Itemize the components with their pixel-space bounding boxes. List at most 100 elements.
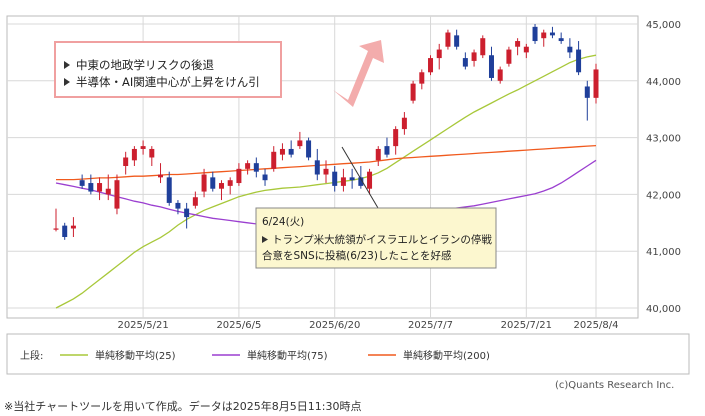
candle-body bbox=[593, 69, 599, 98]
candle-body bbox=[131, 148, 137, 161]
candle-body bbox=[97, 183, 103, 192]
candle-body bbox=[541, 32, 547, 39]
footnote: ※当社チャートツールを用いて作成。データは2025年8月5日11:30時点 bbox=[4, 400, 362, 413]
x-tick-label: 2025/8/4 bbox=[574, 320, 619, 331]
candle bbox=[114, 174, 120, 215]
candle bbox=[358, 166, 364, 189]
candle bbox=[53, 208, 59, 232]
candle bbox=[201, 168, 207, 198]
candle-body bbox=[445, 32, 451, 47]
candle-body bbox=[567, 46, 573, 53]
candle bbox=[271, 146, 277, 172]
candle-body bbox=[88, 183, 94, 192]
copyright: (c)Quants Research Inc. bbox=[555, 380, 675, 391]
candle-body bbox=[340, 177, 346, 186]
y-tick-label: 45,000 bbox=[646, 20, 681, 31]
candle bbox=[149, 146, 155, 166]
candle-body bbox=[393, 129, 399, 147]
candle bbox=[184, 202, 190, 229]
candlesticks bbox=[53, 24, 599, 240]
candle bbox=[79, 174, 85, 189]
candle-body bbox=[105, 188, 111, 195]
candle-body bbox=[175, 202, 181, 209]
y-axis-ticks: 45,000 44,000 43,000 42,000 41,000 40,000 bbox=[646, 20, 681, 315]
candle-body bbox=[532, 26, 538, 42]
candle-body bbox=[384, 146, 390, 155]
candle bbox=[558, 32, 564, 44]
candle bbox=[410, 80, 416, 104]
candle bbox=[375, 146, 381, 166]
candle bbox=[523, 43, 529, 59]
y-tick-label: 43,000 bbox=[646, 134, 681, 145]
candle bbox=[576, 41, 582, 76]
candle bbox=[367, 168, 373, 195]
bullet-icon bbox=[64, 78, 70, 86]
candle-body bbox=[79, 180, 85, 186]
candle bbox=[393, 126, 399, 155]
candle bbox=[428, 55, 434, 76]
annotation-line-2: 半導体・AI関連中心が上昇をけん引 bbox=[76, 75, 260, 89]
ma25-line bbox=[55, 54, 597, 309]
candle-body bbox=[462, 58, 468, 67]
candle bbox=[349, 168, 355, 189]
candle bbox=[454, 29, 460, 50]
candle bbox=[218, 180, 224, 201]
candle bbox=[506, 46, 512, 67]
y-tick-label: 44,000 bbox=[646, 77, 681, 88]
candle-body bbox=[349, 177, 355, 181]
candle bbox=[593, 63, 599, 104]
candle-body bbox=[297, 140, 303, 147]
candle bbox=[236, 163, 242, 186]
legend-prefix: 上段: bbox=[20, 349, 43, 362]
candle-body bbox=[279, 148, 285, 155]
candle-body bbox=[218, 183, 224, 189]
trend-arrow bbox=[333, 40, 384, 107]
candle bbox=[314, 148, 320, 181]
candle-body bbox=[62, 225, 68, 237]
candle-body bbox=[428, 58, 434, 73]
candle-body bbox=[471, 52, 477, 61]
candle bbox=[262, 168, 268, 186]
candle-body bbox=[210, 177, 216, 189]
candle bbox=[70, 217, 76, 237]
candle bbox=[419, 69, 425, 90]
candle bbox=[158, 163, 164, 184]
candle bbox=[462, 52, 468, 70]
x-tick-label: 2025/5/21 bbox=[117, 320, 168, 331]
candle bbox=[105, 174, 111, 201]
candle-body bbox=[576, 49, 582, 73]
candle-body bbox=[123, 157, 129, 166]
candle-body bbox=[271, 151, 277, 169]
candle-body bbox=[314, 160, 320, 175]
candle bbox=[97, 177, 103, 201]
candle bbox=[541, 29, 547, 47]
candle-body bbox=[506, 49, 512, 64]
candle-body bbox=[158, 174, 164, 178]
legend-label-ma25: 単純移動平均(25) bbox=[95, 349, 176, 362]
x-axis-ticks: 2025/5/21 2025/6/5 2025/6/20 2025/7/7 2025/7… bbox=[117, 320, 618, 331]
candle-body bbox=[454, 35, 460, 47]
candle-body bbox=[558, 38, 564, 42]
candle-body bbox=[375, 148, 381, 161]
candle bbox=[166, 171, 172, 206]
annotation-line-1: 中東の地政学リスクの後退 bbox=[76, 58, 214, 72]
y-tick-label: 42,000 bbox=[646, 190, 681, 201]
candle bbox=[227, 177, 233, 195]
candle bbox=[88, 174, 94, 195]
candle bbox=[436, 43, 442, 70]
candle bbox=[515, 38, 521, 56]
bullet-icon bbox=[64, 61, 70, 69]
candle-body bbox=[480, 38, 486, 56]
candle bbox=[62, 222, 68, 240]
candle-body bbox=[227, 180, 233, 186]
candle-body bbox=[236, 168, 242, 184]
x-tick-label: 2025/6/20 bbox=[309, 320, 360, 331]
y-tick-label: 40,000 bbox=[646, 304, 681, 315]
x-tick-label: 2025/7/7 bbox=[408, 320, 453, 331]
x-tick-label: 2025/6/5 bbox=[216, 320, 261, 331]
callout-date: 6/24(火) bbox=[262, 216, 304, 228]
candle bbox=[297, 131, 303, 149]
candle-body bbox=[410, 83, 416, 101]
candle-body bbox=[549, 32, 555, 36]
candle bbox=[401, 112, 407, 135]
